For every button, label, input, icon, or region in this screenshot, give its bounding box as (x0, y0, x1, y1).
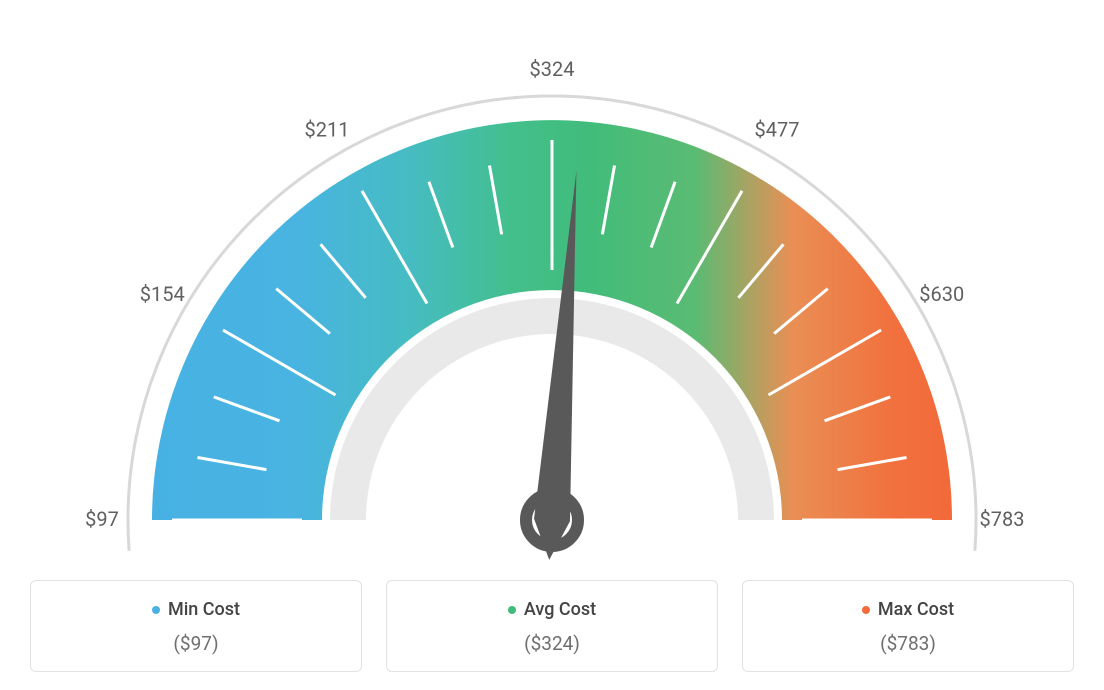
svg-text:$154: $154 (140, 282, 185, 306)
legend-avg-label: Avg Cost (508, 599, 596, 620)
legend-max-label: Max Cost (862, 599, 954, 620)
svg-text:$630: $630 (919, 282, 964, 306)
svg-text:$783: $783 (980, 507, 1025, 531)
legend-max-box: Max Cost ($783) (742, 580, 1074, 673)
legend-max-label-text: Max Cost (878, 599, 954, 620)
legend-row: Min Cost ($97) Avg Cost ($324) Max Cost … (30, 580, 1074, 673)
svg-text:$211: $211 (305, 117, 350, 141)
dot-icon (862, 606, 870, 614)
dot-icon (508, 606, 516, 614)
legend-avg-value: ($324) (397, 632, 707, 655)
svg-text:$477: $477 (755, 117, 800, 141)
legend-avg-label-text: Avg Cost (524, 599, 596, 620)
legend-max-value: ($783) (753, 632, 1063, 655)
legend-avg-box: Avg Cost ($324) (386, 580, 718, 673)
legend-min-box: Min Cost ($97) (30, 580, 362, 673)
svg-text:$324: $324 (530, 57, 575, 81)
dot-icon (152, 606, 160, 614)
legend-min-label-text: Min Cost (168, 599, 240, 620)
gauge-svg: $97 $154 $211 $324 $477 $630 $783 (0, 0, 1104, 560)
gauge-chart: $97 $154 $211 $324 $477 $630 $783 (0, 0, 1104, 560)
legend-min-value: ($97) (41, 632, 351, 655)
legend-min-label: Min Cost (152, 599, 240, 620)
svg-text:$97: $97 (85, 507, 119, 531)
